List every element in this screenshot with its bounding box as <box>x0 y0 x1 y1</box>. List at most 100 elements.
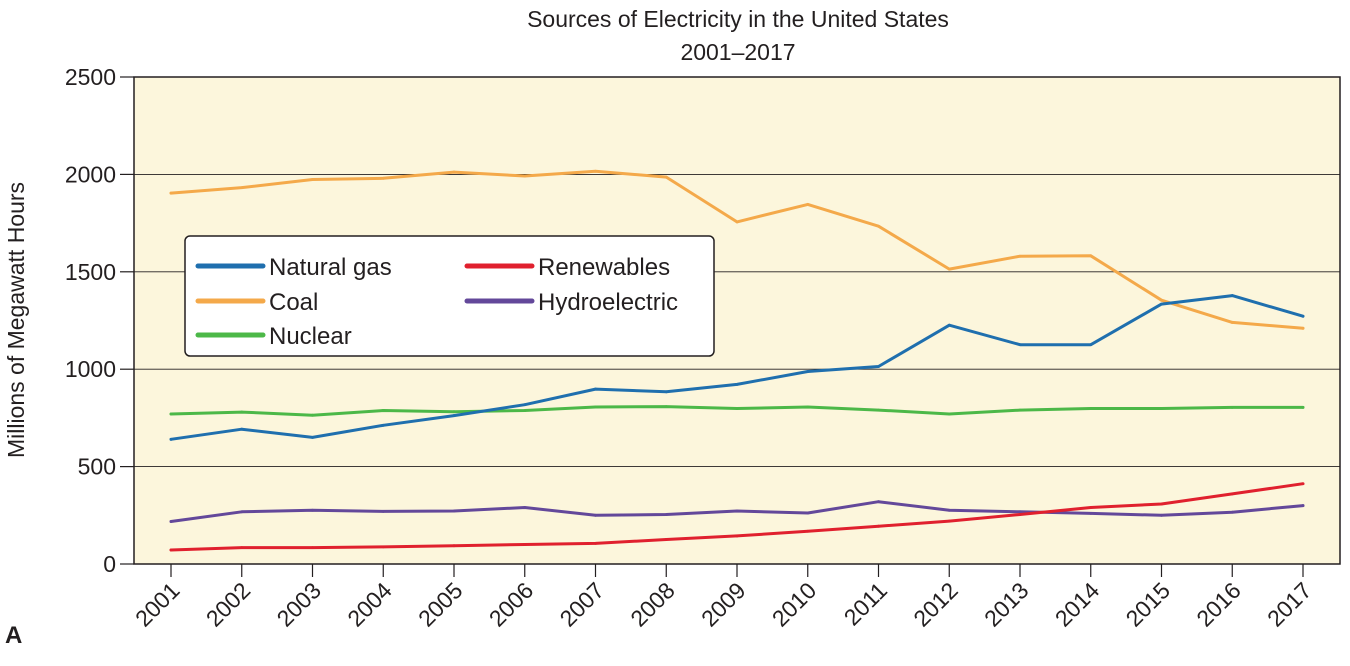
data-point <box>311 413 314 417</box>
data-point <box>1160 502 1163 506</box>
data-point <box>1018 513 1022 516</box>
data-point <box>240 546 244 550</box>
data-point <box>169 191 173 195</box>
data-point <box>1018 408 1022 412</box>
data-point <box>381 409 385 412</box>
data-point <box>523 403 527 407</box>
data-point <box>523 174 527 178</box>
data-point <box>1018 510 1022 514</box>
data-point <box>806 405 810 409</box>
data-point <box>1230 510 1234 514</box>
chart-subtitle: 2001–2017 <box>680 39 795 65</box>
data-point <box>664 513 668 516</box>
data-point <box>877 500 880 504</box>
data-point <box>1018 343 1022 347</box>
data-point <box>877 408 880 412</box>
data-point <box>664 538 668 541</box>
data-point <box>1160 298 1163 302</box>
data-point <box>735 534 739 538</box>
series-lines <box>169 169 1305 552</box>
data-point <box>381 176 385 180</box>
data-point <box>877 224 880 228</box>
data-point <box>594 169 597 173</box>
data-point <box>1230 492 1234 496</box>
data-point <box>735 509 739 513</box>
data-point <box>452 170 456 174</box>
panel-label: A <box>5 622 22 649</box>
y-tick-label: 2500 <box>65 64 116 90</box>
chart-title: Sources of Electricity in the United Sta… <box>527 6 949 32</box>
x-tick-label: 2017 <box>1262 577 1317 632</box>
y-axis-label: Millions of Megawatt Hours <box>3 182 29 458</box>
data-point <box>452 414 456 417</box>
data-point <box>240 410 244 414</box>
data-point <box>1089 511 1093 515</box>
data-point <box>664 390 668 394</box>
x-tick-label: 2013 <box>979 577 1034 632</box>
data-point <box>169 437 173 441</box>
data-point <box>1230 321 1234 324</box>
x-tick-label: 2001 <box>130 577 185 632</box>
y-tick-label: 1500 <box>65 259 116 285</box>
y-tick-label: 0 <box>103 551 116 577</box>
data-point <box>311 508 314 512</box>
data-point <box>452 544 456 548</box>
data-point <box>1089 254 1093 258</box>
data-point <box>311 546 314 550</box>
data-point <box>594 405 597 409</box>
legend-label-nuclear: Nuclear <box>269 323 352 350</box>
data-point <box>381 423 385 427</box>
data-point <box>735 220 739 224</box>
x-axis: 2001 2002 2003 2004 2005 2006 2007 2008 2009 2010… <box>130 564 1317 632</box>
data-point <box>806 370 810 373</box>
data-point <box>1301 326 1305 330</box>
data-point <box>1018 254 1022 258</box>
data-point <box>594 387 597 391</box>
legend-label-hydroelectric: Hydroelectric <box>538 289 678 316</box>
data-point <box>664 175 668 179</box>
x-tick-label: 2010 <box>767 577 822 632</box>
y-tick-label: 500 <box>78 454 116 480</box>
data-point <box>1301 482 1305 486</box>
data-point <box>1160 302 1163 306</box>
data-point <box>947 267 951 271</box>
legend-label-renewables: Renewables <box>538 254 670 281</box>
x-tick-label: 2005 <box>413 577 468 632</box>
x-tick-label: 2014 <box>1050 577 1105 632</box>
y-tick-label: 2000 <box>65 161 116 187</box>
data-point <box>806 529 810 533</box>
data-point <box>1301 405 1305 409</box>
data-point <box>452 410 456 414</box>
data-point <box>664 405 668 409</box>
legend-box <box>184 235 715 357</box>
data-point <box>240 186 244 190</box>
data-point <box>1160 513 1163 517</box>
data-point <box>1230 405 1234 409</box>
y-tick-label: 1000 <box>65 356 116 382</box>
data-point <box>381 545 385 549</box>
data-point <box>1089 407 1093 410</box>
x-tick-label: 2007 <box>554 577 609 632</box>
x-tick-label: 2008 <box>625 577 680 632</box>
data-point <box>169 520 173 523</box>
data-point <box>947 519 951 523</box>
data-point <box>877 524 880 528</box>
data-point <box>947 323 951 327</box>
data-point <box>735 407 739 410</box>
x-tick-label: 2004 <box>342 577 397 632</box>
x-tick-label: 2002 <box>201 577 256 632</box>
data-point <box>523 506 527 509</box>
data-point <box>381 510 385 513</box>
data-point <box>877 365 880 368</box>
data-point <box>594 513 597 517</box>
data-point <box>1230 294 1234 297</box>
legend-label-natural-gas: Natural gas <box>269 254 392 281</box>
data-point <box>1301 504 1305 507</box>
x-tick-label: 2006 <box>484 577 539 632</box>
data-point <box>735 382 739 386</box>
y-axis: 0 500 1000 1500 2000 2500 <box>65 64 134 577</box>
x-tick-label: 2009 <box>696 577 751 632</box>
data-point <box>1301 314 1305 318</box>
x-tick-label: 2015 <box>1120 577 1175 632</box>
